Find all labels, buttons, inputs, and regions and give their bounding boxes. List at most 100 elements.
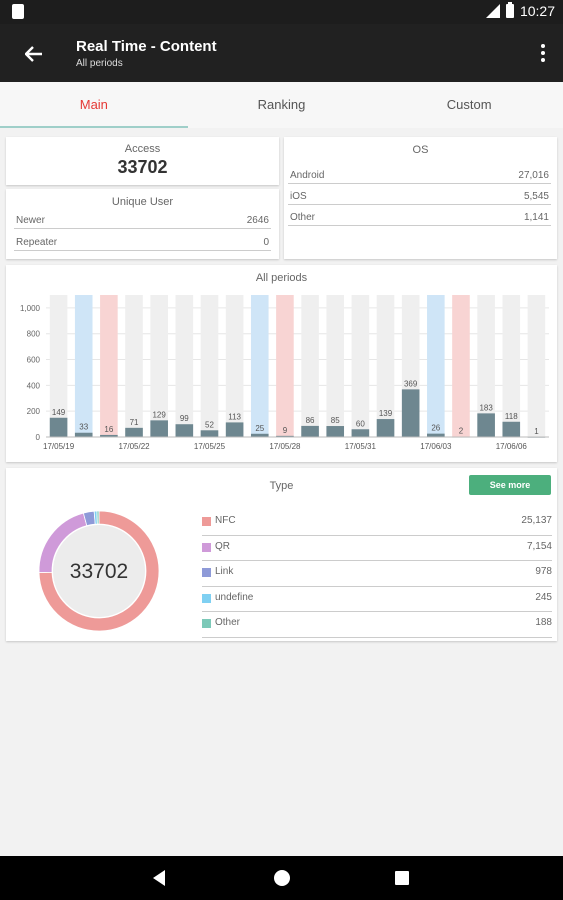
chart-title: All periods — [255, 272, 308, 284]
legend-label: undefine — [215, 591, 254, 603]
x-tick-label: 17/05/28 — [269, 442, 301, 451]
bar-background — [100, 295, 118, 437]
legend-label: QR — [215, 540, 230, 552]
donut-slice — [38, 510, 160, 632]
bar-value-label: 369 — [404, 379, 418, 388]
page-title: Real Time - Content — [76, 38, 217, 55]
type-legend: NFC 25,137 QR 7,154 Link 978 undefine 24… — [202, 510, 552, 638]
list-item: Other 1,141 — [288, 212, 551, 226]
os-label: OS — [412, 144, 429, 156]
os-card: OS Android 27,016 iOS 5,545 Other 1,141 — [284, 137, 557, 259]
bar-value-label: 33 — [79, 423, 88, 432]
legend-value: 25,137 — [521, 515, 552, 526]
type-donut-chart: 33702 — [38, 510, 160, 632]
unique-user-label: Unique User — [111, 196, 174, 208]
row-label: Newer — [16, 215, 45, 226]
bar — [376, 419, 395, 437]
overflow-menu-icon[interactable] — [537, 40, 549, 66]
bar — [49, 417, 68, 437]
bar — [351, 429, 370, 437]
system-nav-bar — [0, 856, 563, 900]
bar-background — [175, 295, 194, 437]
page-subtitle: All periods — [76, 58, 123, 69]
see-more-button[interactable]: See more — [469, 475, 551, 495]
row-value: 5,545 — [523, 191, 549, 202]
row-label: iOS — [290, 191, 307, 202]
type-title: Type — [269, 480, 294, 492]
status-time: 10:27 — [519, 3, 555, 19]
x-tick-label: 17/06/06 — [496, 442, 528, 451]
bar — [225, 422, 244, 437]
donut-center — [53, 525, 145, 617]
bar-value-label: 149 — [52, 408, 66, 417]
app-bar: Real Time - Content All periods — [0, 24, 563, 82]
nav-back-icon[interactable] — [153, 870, 165, 886]
bar — [427, 433, 445, 437]
nav-home-icon[interactable] — [274, 870, 290, 886]
type-card: Type See more 33702 NFC 25,137 QR 7,154 … — [6, 468, 557, 641]
sd-card-icon — [12, 4, 24, 19]
tab-main[interactable]: Main — [0, 82, 188, 128]
row-value: 0 — [263, 237, 269, 248]
legend-swatch — [202, 593, 211, 603]
bar — [502, 421, 521, 437]
access-label: Access — [124, 143, 161, 155]
tab-custom[interactable]: Custom — [446, 97, 492, 112]
legend-value: 7,154 — [526, 540, 552, 552]
access-card: Access 33702 — [6, 137, 279, 185]
bar-background — [452, 295, 470, 437]
bar-value-label: 139 — [379, 409, 393, 418]
x-tick-label: 17/05/19 — [43, 442, 75, 451]
back-arrow-icon[interactable] — [18, 38, 50, 70]
bar-value-label: 99 — [180, 414, 189, 423]
donut-total: 33702 — [70, 560, 128, 583]
bar — [200, 430, 219, 437]
bar — [401, 389, 420, 437]
access-value: 33702 — [117, 157, 168, 177]
bar — [276, 435, 294, 437]
bar-background — [427, 295, 445, 437]
row-value: 1,141 — [523, 212, 549, 223]
bar-value-label: 183 — [479, 403, 493, 412]
legend-swatch — [202, 517, 211, 526]
legend-swatch — [202, 619, 211, 628]
y-tick-label: 600 — [27, 356, 41, 365]
bar-value-label: 113 — [228, 412, 241, 421]
bar-background — [150, 295, 168, 437]
row-label: Android — [290, 170, 325, 181]
bar-value-label: 9 — [283, 426, 288, 435]
bar-value-label: 85 — [331, 416, 340, 425]
bar-value-label: 52 — [205, 420, 214, 429]
tab-bar: Main Ranking Custom — [0, 82, 563, 128]
list-item: Android 27,016 — [288, 170, 551, 184]
nav-recents-icon[interactable] — [395, 871, 409, 885]
bar — [100, 434, 118, 437]
legend-swatch — [202, 542, 211, 552]
bar-background — [527, 295, 546, 437]
legend-label: NFC — [215, 515, 236, 526]
legend-value: 245 — [535, 591, 552, 603]
battery-icon — [505, 2, 514, 18]
row-value: 2646 — [246, 215, 269, 226]
list-item: iOS 5,545 — [288, 191, 551, 205]
tab-ranking[interactable]: Ranking — [257, 97, 306, 112]
bar-background — [351, 295, 370, 437]
bar — [125, 427, 143, 437]
bar — [301, 425, 319, 437]
bar — [250, 433, 269, 437]
bar-chart: 1,000 800 600 400 200 0 149 33 16 71 129 99 52 113 25 9… — [20, 295, 549, 451]
y-tick-label: 400 — [27, 381, 41, 390]
row-label: Other — [290, 212, 316, 223]
legend-row-qr: QR 7,154 — [202, 536, 552, 561]
legend-value: 978 — [535, 566, 552, 577]
list-item: Repeater 0 — [14, 237, 271, 251]
bar-background — [301, 295, 319, 437]
y-tick-label: 0 — [36, 433, 41, 442]
bar — [150, 420, 168, 437]
bar-background — [225, 295, 244, 437]
bar-value-label: 25 — [255, 424, 264, 433]
signal-icon — [485, 4, 500, 18]
legend-row-undefine: undefine 245 — [202, 587, 552, 612]
bar-value-label: 71 — [130, 418, 139, 427]
bar-background — [276, 295, 294, 437]
